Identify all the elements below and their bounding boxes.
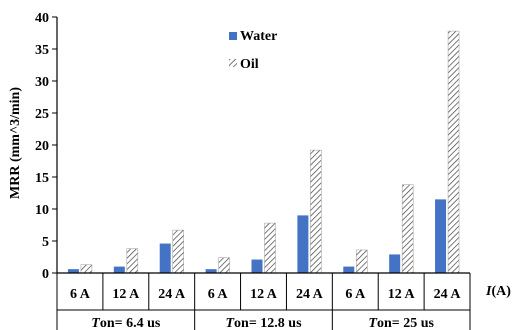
legend-label-water: Water: [240, 29, 277, 44]
bar-water: [67, 269, 79, 273]
bar-water: [159, 243, 171, 273]
y-tick-label: 15: [35, 171, 49, 186]
bar-series: [67, 30, 460, 274]
category-table: 6 A 12 A 24 A 6 A 12 A 24 A 6 A 12 A 24 A Ton= 6.…: [56, 273, 471, 330]
y-tick-label: 40: [35, 11, 49, 26]
legend-label-oil: Oil: [240, 57, 259, 72]
x-category-label: 24 A: [434, 287, 462, 302]
y-tick-label: 35: [35, 43, 49, 58]
y-tick-label: 25: [35, 107, 49, 122]
y-tick-label: 10: [35, 203, 49, 218]
bar-water: [435, 199, 447, 273]
bar-oil: [172, 229, 184, 274]
bar-oil: [401, 184, 414, 274]
bar-oil: [80, 264, 93, 274]
x-axis-title: I(A): [485, 284, 511, 299]
x-category-label: 12 A: [388, 287, 416, 302]
x-category-label: 24 A: [296, 287, 324, 302]
bar-water: [389, 254, 401, 273]
y-tick-label: 30: [35, 75, 49, 90]
legend-swatch-water: [229, 32, 237, 40]
x-group-label: Ton= 6.4 us: [91, 316, 161, 330]
bar-water: [343, 266, 355, 273]
y-tick-label: 20: [35, 139, 49, 154]
bar-water: [251, 259, 263, 273]
x-category-label: 12 A: [112, 287, 140, 302]
bar-oil: [218, 257, 230, 274]
legend: Water Oil: [229, 29, 277, 72]
bar-oil: [126, 248, 139, 274]
x-category-label: 6 A: [208, 287, 229, 302]
bar-water: [205, 269, 217, 273]
bar-oil: [264, 222, 276, 274]
bar-oil: [310, 149, 322, 274]
bar-water: [297, 215, 309, 273]
x-category-label: 12 A: [250, 287, 278, 302]
y-tick-label: 5: [42, 235, 49, 250]
legend-swatch-oil: [229, 59, 237, 67]
bar-oil: [447, 30, 460, 274]
x-group-label: Ton= 25 us: [368, 316, 434, 330]
x-category-label: 24 A: [158, 287, 186, 302]
x-category-label: 6 A: [345, 287, 366, 302]
bar-oil: [356, 249, 368, 274]
x-group-label: Ton= 12.8 us: [225, 316, 302, 330]
axes: [56, 17, 470, 274]
y-axis-ticks: 0 5 10 15 20 25 30 35 40: [35, 11, 57, 282]
bar-water: [113, 266, 125, 273]
y-tick-label: 0: [42, 267, 49, 282]
y-axis-title: MRR (mm^3/min): [8, 87, 23, 199]
x-category-label: 6 A: [70, 287, 91, 302]
